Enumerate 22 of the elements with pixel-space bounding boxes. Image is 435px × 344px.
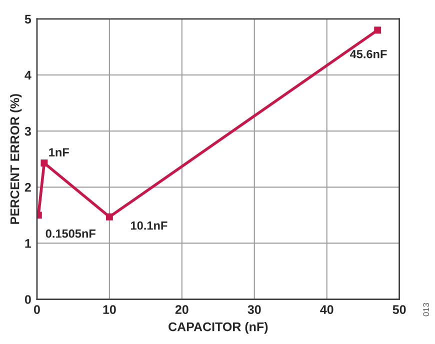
annotation: 10.1nF xyxy=(131,221,168,230)
point xyxy=(374,26,382,34)
x-tick-label: 40 xyxy=(320,305,334,314)
x-tick-label: 10 xyxy=(103,305,116,314)
annotation: 45.6nF xyxy=(350,50,387,58)
y-tick-label: 1 xyxy=(25,239,32,248)
y-axis-title: PERCENT ERROR (%) xyxy=(10,94,22,224)
point xyxy=(106,213,113,220)
x-axis-title: CAPACITOR (nF) xyxy=(168,322,268,334)
y-tick-label: 3 xyxy=(24,126,31,136)
text: 013 xyxy=(423,303,430,316)
point xyxy=(40,160,48,166)
x-tick-label: 30 xyxy=(248,305,261,314)
y-tick-label: 5 xyxy=(24,14,32,24)
x-tick-label: 50 xyxy=(392,305,406,314)
y-tick-label: 0 xyxy=(24,295,31,304)
y-tick-label: 4 xyxy=(24,70,32,80)
annotation: 1nF xyxy=(49,148,69,156)
annotation: 0.1505nF xyxy=(46,229,96,238)
x-tick-label: 0 xyxy=(34,305,40,314)
y-tick-label: 2 xyxy=(24,182,31,192)
x-tick-label: 20 xyxy=(175,305,188,314)
